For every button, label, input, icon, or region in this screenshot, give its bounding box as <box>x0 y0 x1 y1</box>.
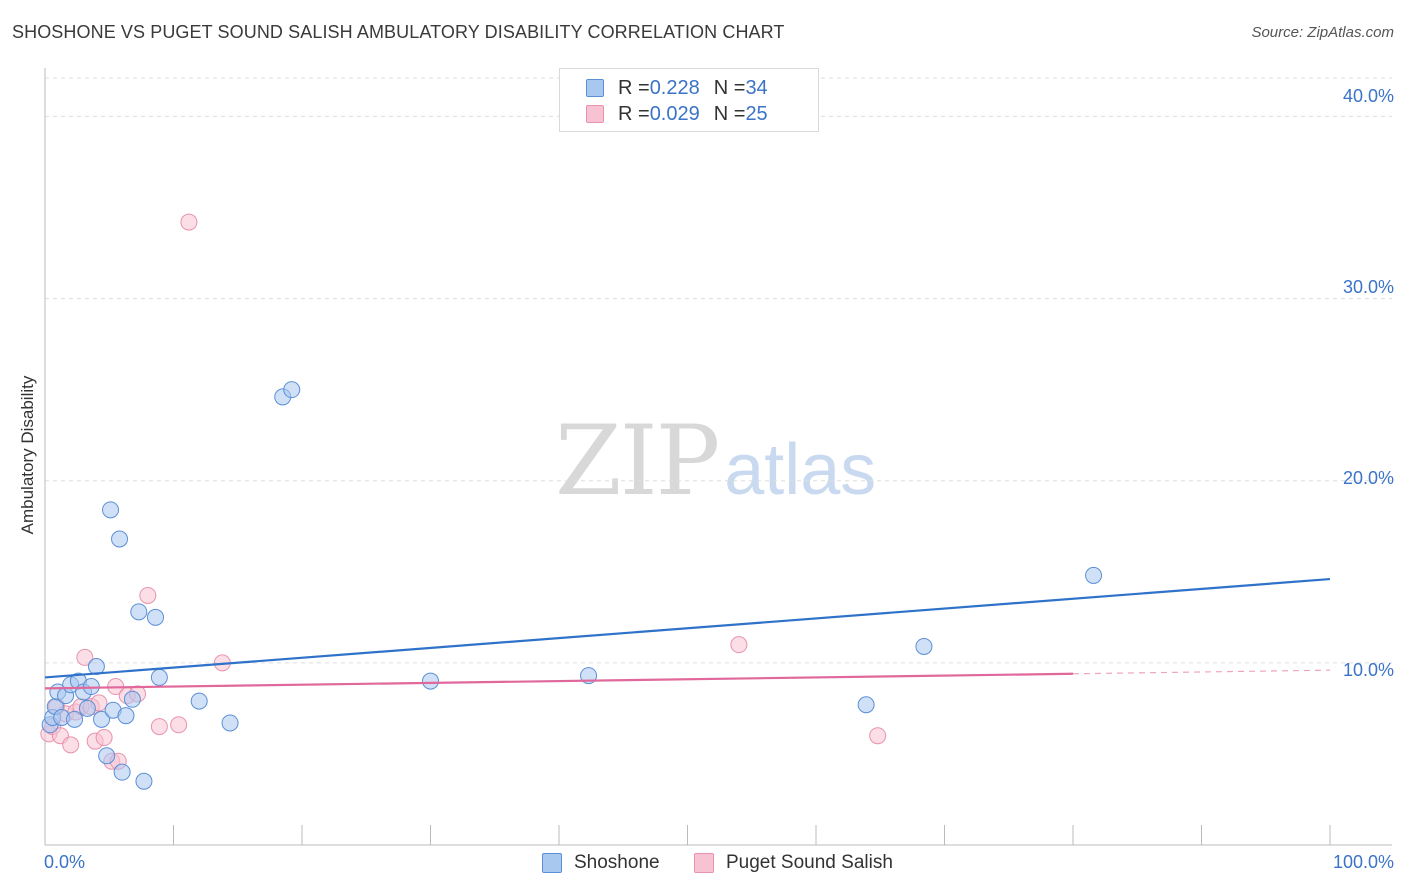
shoshone-point <box>221 714 239 732</box>
x-tick-label-max: 100.0% <box>1332 852 1394 872</box>
chart-title: SHOSHONE VS PUGET SOUND SALISH AMBULATOR… <box>12 22 785 42</box>
r-value: 0.228 <box>649 76 700 99</box>
shoshone-point <box>93 710 111 728</box>
shoshone-point <box>98 747 116 765</box>
salish-point <box>150 718 168 736</box>
salish-point <box>730 636 748 654</box>
y-tick-label-20: 20.0% <box>1342 468 1394 488</box>
shoshone-legend-label: Shoshone <box>574 852 660 873</box>
n-value: 34 <box>745 76 768 99</box>
legend-row-salish: R = 0.029 N = 25 <box>586 102 768 126</box>
shoshone-trend-line <box>44 577 1331 679</box>
shoshone-point <box>78 699 96 717</box>
series-legend-salish[interactable]: Puget Sound Salish <box>694 852 893 874</box>
salish-point <box>180 213 198 231</box>
shoshone-point <box>915 637 933 655</box>
watermark-zip: ZIP <box>555 405 720 517</box>
y-axis-label: Ambulatory Disability <box>18 375 37 535</box>
shoshone-legend-swatch <box>542 853 562 873</box>
y-tick-label-10: 10.0% <box>1342 660 1394 680</box>
salish-legend-swatch <box>694 853 714 873</box>
r-label: R = <box>618 102 650 125</box>
salish-trend-line <box>44 672 1074 690</box>
salish-point <box>170 716 188 734</box>
series-legend-shoshone[interactable]: Shoshone <box>542 852 660 874</box>
shoshone-point <box>117 707 135 725</box>
salish-point <box>95 729 113 747</box>
salish-swatch <box>586 105 604 123</box>
salish-point <box>869 727 887 745</box>
x-tick-label-min: 0.0% <box>44 852 86 872</box>
shoshone-swatch <box>586 79 604 97</box>
shoshone-point <box>111 530 129 548</box>
shoshone-point <box>135 772 153 790</box>
salish-point <box>62 736 80 754</box>
n-value: 25 <box>745 102 768 125</box>
watermark-atlas: atlas <box>724 430 877 510</box>
shoshone-point <box>66 710 84 728</box>
salish-trend-extension <box>1072 669 1331 675</box>
shoshone-point <box>102 501 120 519</box>
n-label: N = <box>713 102 746 125</box>
shoshone-point <box>857 696 875 714</box>
r-value: 0.029 <box>649 102 700 125</box>
watermark: ZIPatlas <box>555 405 876 517</box>
shoshone-point <box>123 690 141 708</box>
shoshone-point <box>150 668 168 686</box>
y-tick-label-30: 30.0% <box>1342 277 1394 297</box>
legend-row-shoshone: R = 0.228 N = 34 <box>586 76 768 100</box>
r-label: R = <box>618 76 650 99</box>
shoshone-point <box>190 692 208 710</box>
source-credit: Source: ZipAtlas.com <box>1251 24 1394 41</box>
shoshone-point <box>1085 566 1103 584</box>
stats-legend: R = 0.228 N = 34 R = 0.029 N = 25 <box>559 68 819 132</box>
salish-point <box>76 648 94 666</box>
y-tick-label-40: 40.0% <box>1342 86 1394 106</box>
shoshone-point <box>147 608 165 626</box>
salish-legend-label: Puget Sound Salish <box>726 852 893 873</box>
shoshone-point <box>422 672 439 690</box>
salish-point <box>139 586 157 604</box>
n-label: N = <box>713 76 746 99</box>
shoshone-point <box>283 381 301 399</box>
shoshone-point <box>130 603 148 621</box>
shoshone-point <box>113 763 131 781</box>
